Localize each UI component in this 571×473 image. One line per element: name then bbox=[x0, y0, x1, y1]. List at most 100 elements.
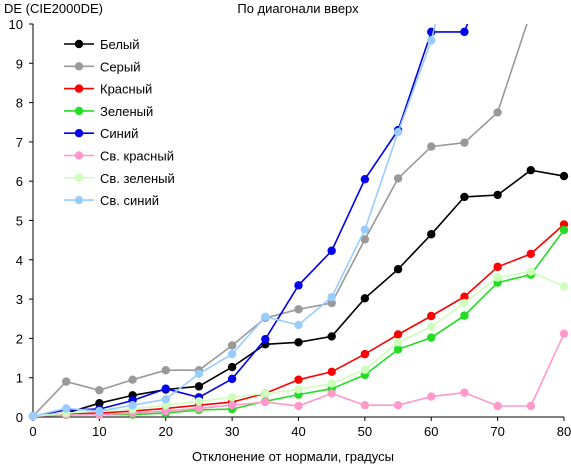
legend-swatch-marker bbox=[74, 62, 84, 71]
data-point bbox=[559, 282, 569, 291]
data-point bbox=[194, 369, 204, 378]
data-point bbox=[128, 375, 137, 384]
legend-label: Красный bbox=[100, 82, 152, 97]
legend-swatch-marker bbox=[74, 106, 84, 116]
data-point bbox=[559, 171, 569, 181]
data-point bbox=[527, 8, 535, 16]
x-tick-label: 40 bbox=[291, 424, 305, 439]
data-point bbox=[526, 267, 536, 276]
legend-label: Синий bbox=[100, 126, 138, 141]
legend-swatch-marker bbox=[74, 173, 84, 182]
legend-label: Св. красный bbox=[100, 149, 174, 164]
data-point bbox=[360, 349, 370, 359]
data-point bbox=[294, 305, 303, 314]
data-point bbox=[161, 395, 170, 404]
data-point bbox=[294, 401, 303, 411]
data-point bbox=[61, 404, 71, 413]
data-point bbox=[95, 406, 104, 416]
data-point bbox=[460, 138, 469, 147]
data-point bbox=[460, 27, 469, 37]
data-point bbox=[460, 292, 469, 301]
x-tick-label: 10 bbox=[92, 424, 106, 439]
y-tick-label: 2 bbox=[16, 331, 23, 346]
y-tick-label: 8 bbox=[16, 96, 23, 111]
legend-label: Св. синий bbox=[100, 193, 159, 208]
legend: Белый Серый Красный Зеленый Синий Св. красный… bbox=[64, 37, 175, 208]
data-point bbox=[294, 385, 303, 394]
data-point bbox=[526, 401, 536, 411]
legend-item: Св. красный bbox=[64, 149, 174, 164]
data-point bbox=[161, 384, 170, 393]
legend-item: Св. синий bbox=[64, 193, 159, 208]
data-point bbox=[227, 349, 237, 359]
data-point bbox=[327, 298, 336, 308]
x-tick-label: 20 bbox=[159, 424, 173, 439]
data-point bbox=[526, 165, 536, 175]
data-point bbox=[261, 397, 270, 407]
data-point bbox=[460, 298, 469, 308]
data-point bbox=[393, 174, 403, 183]
data-point bbox=[427, 142, 436, 151]
legend-item: Серый bbox=[64, 59, 140, 74]
data-point bbox=[294, 281, 303, 290]
data-point bbox=[360, 175, 370, 184]
legend-label: Св. зеленый bbox=[100, 171, 175, 186]
legend-item: Синий bbox=[64, 126, 138, 141]
series-2 bbox=[28, 8, 535, 421]
legend-swatch-marker bbox=[74, 39, 84, 49]
data-point bbox=[427, 333, 436, 342]
data-point bbox=[393, 338, 403, 347]
data-point bbox=[460, 192, 469, 202]
data-point bbox=[526, 249, 536, 259]
legend-label: Серый bbox=[100, 59, 140, 74]
data-point bbox=[360, 225, 370, 234]
data-point bbox=[427, 36, 436, 45]
data-point bbox=[128, 401, 137, 410]
y-tick-label: 7 bbox=[16, 135, 23, 150]
legend-item: Красный bbox=[64, 82, 152, 97]
y-tick-label: 4 bbox=[16, 253, 23, 268]
y-tick-label: 10 bbox=[9, 17, 23, 32]
x-axis-label: Отклонение от нормали, градусы bbox=[192, 449, 394, 464]
data-point bbox=[194, 397, 204, 406]
data-point bbox=[227, 401, 237, 410]
data-point bbox=[61, 377, 71, 386]
data-point bbox=[95, 386, 104, 395]
data-point bbox=[28, 412, 38, 421]
legend-swatch-marker bbox=[74, 151, 84, 160]
legend-label: Зеленый bbox=[100, 104, 153, 119]
data-point bbox=[427, 311, 436, 321]
legend-item: Св. зеленый bbox=[64, 171, 175, 186]
x-tick-label: 60 bbox=[424, 424, 438, 439]
data-point bbox=[493, 108, 502, 117]
series-line bbox=[32, 24, 437, 417]
legend-item: Белый bbox=[64, 37, 140, 52]
data-point bbox=[460, 311, 469, 320]
data-point bbox=[360, 401, 370, 410]
data-point bbox=[427, 392, 436, 401]
data-point bbox=[327, 379, 336, 388]
data-point bbox=[327, 367, 336, 377]
data-point bbox=[493, 262, 502, 272]
data-point bbox=[427, 322, 436, 331]
data-point bbox=[95, 399, 104, 408]
data-point bbox=[460, 388, 469, 397]
data-point bbox=[360, 235, 370, 244]
data-point bbox=[493, 401, 502, 411]
data-point bbox=[393, 330, 403, 339]
axes: 0 1 2 3 4 5 6 7 8 9 10 0 10 20 30 40 50 60 70 80 bbox=[9, 17, 571, 439]
data-point bbox=[261, 334, 270, 344]
x-tick-label: 30 bbox=[225, 424, 239, 439]
y-tick-label: 3 bbox=[16, 292, 23, 307]
data-point bbox=[393, 127, 403, 137]
y-tick-label: 0 bbox=[16, 410, 23, 425]
data-point bbox=[161, 401, 170, 410]
data-point bbox=[427, 230, 436, 239]
data-point bbox=[493, 190, 502, 200]
y-tick-label: 1 bbox=[16, 371, 23, 386]
legend-swatch-marker bbox=[74, 84, 84, 93]
data-point bbox=[493, 273, 502, 282]
data-point bbox=[393, 401, 403, 410]
